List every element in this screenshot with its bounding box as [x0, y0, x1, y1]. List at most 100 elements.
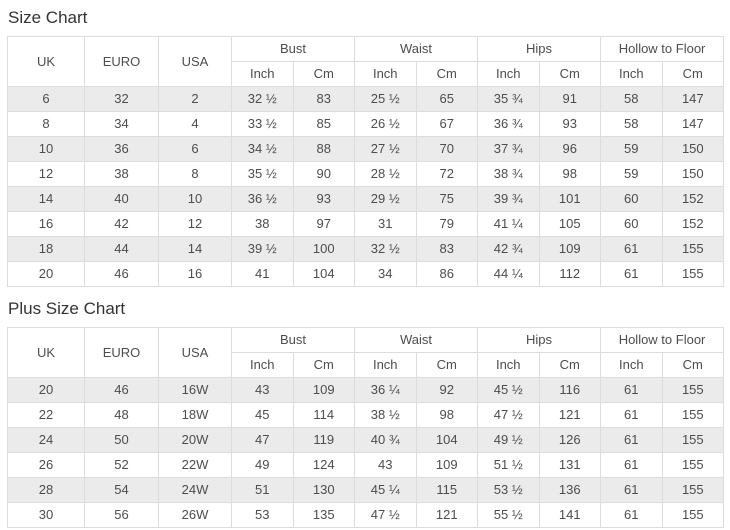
- table-row: 20 46 16W 43 109 36 ¼ 92 45 ½ 116 61 155: [7, 377, 725, 403]
- table-cell: 33 ½: [231, 111, 294, 137]
- table-cell: 45: [231, 402, 294, 428]
- column-group-waist: Waist: [354, 327, 479, 353]
- table-cell: 70: [415, 136, 479, 162]
- table-row: 6 32 2 32 ½ 83 25 ½ 65 35 ¾ 91 58 147: [7, 86, 725, 112]
- table-cell: 38 ¾: [477, 161, 540, 187]
- table-row: 16 42 12 38 97 31 79 41 ¼ 105 60 152: [7, 211, 725, 237]
- table-cell: 14: [158, 236, 232, 262]
- table-cell: 22W: [158, 452, 232, 478]
- table-cell: 26 ½: [354, 111, 417, 137]
- table-cell: 47 ½: [477, 402, 540, 428]
- table-cell: 32 ½: [231, 86, 294, 112]
- table-cell: 4: [158, 111, 232, 137]
- table-cell: 86: [415, 261, 479, 287]
- table-cell: 61: [600, 477, 663, 503]
- table-cell: 58: [600, 86, 663, 112]
- table-cell: 155: [661, 402, 725, 428]
- column-group-bust: Bust: [230, 36, 356, 62]
- table-cell: 115: [415, 477, 479, 503]
- table-cell: 61: [600, 452, 663, 478]
- table-cell: 60: [600, 186, 663, 212]
- table-cell: 61: [600, 402, 663, 428]
- table-cell: 26: [7, 452, 85, 478]
- table-cell: 41 ¼: [477, 211, 540, 237]
- table-cell: 136: [538, 477, 602, 503]
- table-cell: 8: [158, 161, 232, 187]
- table-cell: 55 ½: [477, 502, 540, 528]
- table-cell: 6: [7, 86, 85, 112]
- table-cell: 28: [7, 477, 85, 503]
- table-cell: 10: [7, 136, 85, 162]
- plus-size-chart-table: UK EURO USA Bust Waist Hips Hollow to Fl…: [7, 327, 725, 528]
- table-cell: 25 ½: [354, 86, 417, 112]
- table-cell: 43: [231, 377, 294, 403]
- table-cell: 31: [354, 211, 417, 237]
- column-header-euro: EURO: [84, 36, 159, 87]
- table-cell: 93: [292, 186, 356, 212]
- table-cell: 36 ½: [231, 186, 294, 212]
- table-row: 24 50 20W 47 119 40 ¾ 104 49 ½ 126 61 155: [7, 427, 725, 453]
- table-cell: 79: [415, 211, 479, 237]
- table-cell: 47: [231, 427, 294, 453]
- table-cell: 155: [661, 452, 725, 478]
- column-group-hollow: Hollow to Floor: [600, 327, 725, 353]
- subheader-hollow-cm: Cm: [661, 61, 725, 87]
- table-cell: 24W: [158, 477, 232, 503]
- table-cell: 65: [415, 86, 479, 112]
- subheader-hollow-inch: Inch: [600, 61, 663, 87]
- table-cell: 112: [538, 261, 602, 287]
- table-cell: 90: [292, 161, 356, 187]
- header-sub-row: Inch Cm Inch Cm Inch Cm Inch Cm: [8, 352, 725, 378]
- column-header-euro: EURO: [84, 327, 159, 378]
- table-cell: 114: [292, 402, 356, 428]
- subheader-waist-inch: Inch: [354, 61, 417, 87]
- table-cell: 152: [661, 186, 725, 212]
- table-row: 26 52 22W 49 124 43 109 51 ½ 131 61 155: [7, 452, 725, 478]
- table-cell: 83: [415, 236, 479, 262]
- subheader-bust-cm: Cm: [292, 61, 356, 87]
- table-cell: 147: [661, 111, 725, 137]
- table-cell: 29 ½: [354, 186, 417, 212]
- table-cell: 100: [292, 236, 356, 262]
- table-cell: 53: [231, 502, 294, 528]
- table-cell: 27 ½: [354, 136, 417, 162]
- plus-size-chart-title: Plus Size Chart: [8, 299, 126, 318]
- table-cell: 16: [7, 211, 85, 237]
- table-cell: 59: [600, 161, 663, 187]
- table-cell: 26W: [158, 502, 232, 528]
- table-cell: 8: [7, 111, 85, 137]
- table-cell: 61: [600, 261, 663, 287]
- table-cell: 152: [661, 211, 725, 237]
- table-cell: 48: [84, 402, 159, 428]
- table-cell: 67: [415, 111, 479, 137]
- table-cell: 45 ¼: [354, 477, 417, 503]
- table-cell: 155: [661, 236, 725, 262]
- table-row: 22 48 18W 45 114 38 ½ 98 47 ½ 121 61 155: [7, 402, 725, 428]
- table-cell: 34: [84, 111, 159, 137]
- table-cell: 39 ¾: [477, 186, 540, 212]
- table-cell: 16: [158, 261, 232, 287]
- table-cell: 46: [84, 377, 159, 403]
- column-header-usa: USA: [158, 327, 232, 378]
- size-chart-table: UK EURO USA Bust Waist Hips Hollow to Fl…: [7, 36, 725, 287]
- subheader-bust-inch: Inch: [231, 352, 294, 378]
- table-cell: 39 ½: [231, 236, 294, 262]
- table-cell: 49: [231, 452, 294, 478]
- table-cell: 44: [84, 236, 159, 262]
- table-cell: 104: [415, 427, 479, 453]
- table-cell: 20W: [158, 427, 232, 453]
- table-cell: 150: [661, 136, 725, 162]
- table-cell: 38 ½: [354, 402, 417, 428]
- table-cell: 93: [538, 111, 602, 137]
- table-cell: 59: [600, 136, 663, 162]
- column-header-usa: USA: [158, 36, 232, 87]
- table-cell: 40: [84, 186, 159, 212]
- column-group-hips: Hips: [477, 327, 602, 353]
- table-cell: 150: [661, 161, 725, 187]
- column-group-waist: Waist: [354, 36, 479, 62]
- table-cell: 20: [7, 261, 85, 287]
- table-cell: 96: [538, 136, 602, 162]
- subheader-waist-cm: Cm: [415, 61, 479, 87]
- size-chart-title: Size Chart: [8, 8, 88, 27]
